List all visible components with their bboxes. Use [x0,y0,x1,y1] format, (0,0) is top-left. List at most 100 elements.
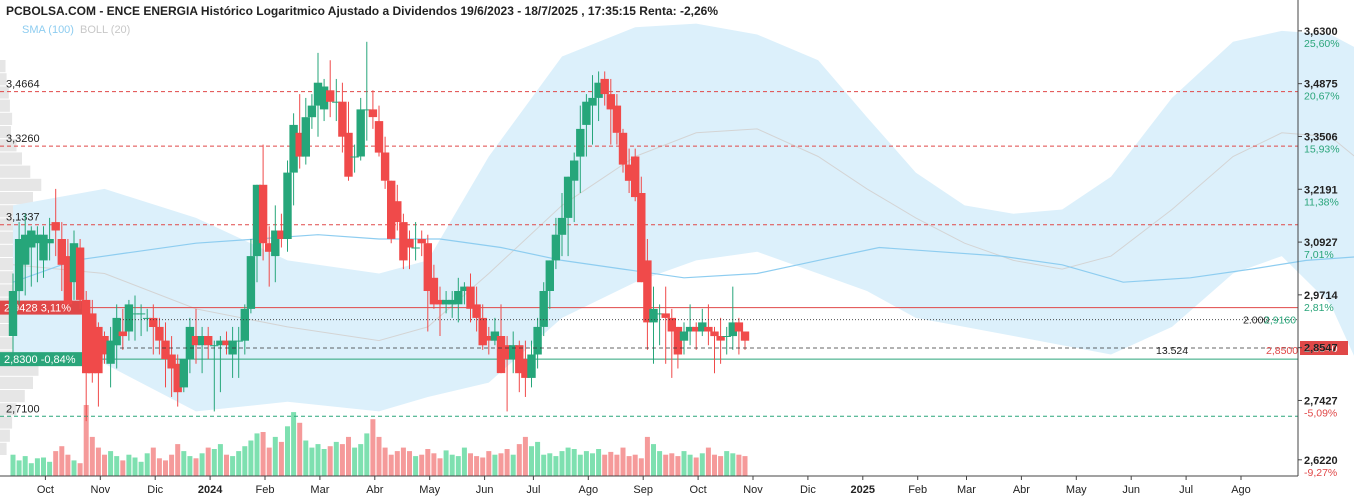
volume-bar [272,436,278,476]
candle-body [57,239,66,265]
volume-bar [352,447,358,476]
prev-price-label: 2,8500 [1266,345,1298,357]
candle-body [155,326,164,341]
volume-bar [742,456,748,476]
profile-bar [0,192,33,205]
volume-bar [602,454,608,476]
volume-bar [498,453,504,476]
candle-body [740,331,750,341]
volume-bar [163,460,168,476]
volume-bar [193,458,199,477]
candle-body [698,322,707,332]
volume-bar [705,447,711,476]
profile-bar [0,376,33,389]
sma-100-line [12,234,1354,283]
candle-body [234,340,243,342]
level-label: 2,7100 [6,403,40,415]
volume-bar [583,451,589,476]
volume-bar [364,433,370,476]
volume-bar [120,460,126,476]
volume-bar [370,419,376,476]
y-tick-pct: 7,01% [1304,249,1334,261]
candle-body [435,299,445,305]
candle-body [75,247,85,300]
x-tick-label: Mar [957,484,976,496]
profile-bar [0,73,7,86]
profile-bar [0,403,17,416]
bollinger-bands [12,23,1354,412]
y-tick-label: 2,6220 [1304,455,1338,467]
candle-body [222,340,231,346]
x-tick-label: Dic [147,484,163,496]
candle-body [51,222,60,231]
candle-body [344,132,353,177]
candle-body [374,121,384,153]
x-tick-label: Oct [37,484,54,496]
candle-body [411,247,420,249]
candle-body [191,336,201,346]
candle-body [283,172,292,239]
candle-body [393,201,402,222]
profile-bar [0,126,11,139]
volume-bar [126,454,132,476]
volume-bar [10,454,16,476]
y-tick-label: 3,3506 [1304,131,1338,143]
volume-bar [291,412,297,476]
candle-body [319,86,329,110]
x-tick-label: Dic [800,484,816,496]
candle-body [490,331,500,341]
candle-body [545,260,554,291]
profile-bar [0,152,22,165]
volume-bar [425,449,431,476]
volume-bar [394,451,400,476]
candle-body [326,90,335,102]
candle-body [27,230,36,248]
volume-bar [516,444,522,476]
candle-body [173,363,182,393]
level-label: 3,4664 [6,79,40,91]
price-levels: 3,4664 3,3260 3,1337 2,9428 3,11% 2,8300 -0,… [0,79,1298,417]
x-tick-label: Oct [690,484,707,496]
volume-bar [730,453,736,476]
volume-bar [77,463,83,476]
last-price-label: 2,8540 [1304,343,1338,355]
candle-body [612,105,622,133]
candle-body [185,326,195,360]
profile-bar [0,86,9,99]
candle-body [271,230,280,257]
level-label: 2,8300 -0,84% [4,354,76,366]
candle-body [216,340,225,346]
candle-body [423,243,432,291]
chart-title: PCBOLSA.COM - ENCE ENERGIA Histórico Log… [6,4,718,18]
candle-body [667,317,676,332]
candle-body [594,82,603,98]
y-tick-label: 3,2191 [1304,184,1338,196]
y-tick-pct: -5,09% [1304,407,1337,419]
y-tick-label: 2,8547 [1304,343,1338,355]
candle-body [661,313,670,318]
volume-bar [303,440,309,476]
candle-body [551,234,561,261]
volume-bar [28,463,34,476]
volume-bar [217,444,223,476]
candle-body [258,184,268,244]
candle-body [710,331,719,337]
volume-bar [71,460,77,476]
profile-bar [0,60,6,73]
volume-bar [461,447,467,476]
candle-body [502,345,512,360]
candle-body [265,243,274,252]
volume-bar [53,451,59,476]
volume-bar [150,447,156,476]
volume-bar [278,441,284,476]
volume-bar [541,454,547,476]
volume-bar [266,447,272,476]
x-tick-label: Sep [633,484,653,496]
volume-bar [480,457,486,476]
y-tick-pct: 15,93% [1304,143,1340,155]
candle-body [466,286,475,309]
volume-bar [419,454,425,476]
candle-body [307,105,317,118]
candle-body [149,317,158,327]
candle-body [405,239,414,248]
